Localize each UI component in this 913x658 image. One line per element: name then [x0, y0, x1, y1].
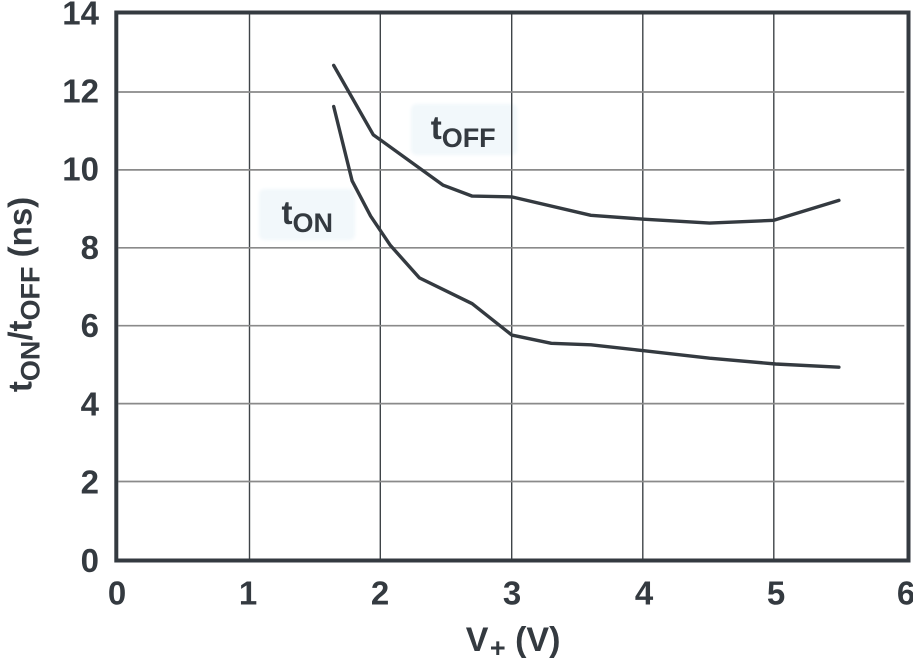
svg-text:6: 6 — [81, 307, 99, 344]
svg-text:3: 3 — [503, 575, 521, 612]
svg-text:12: 12 — [62, 72, 99, 109]
svg-text:1: 1 — [239, 575, 257, 612]
svg-text:0: 0 — [108, 575, 126, 612]
svg-text:14: 14 — [62, 0, 99, 32]
svg-text:4: 4 — [81, 385, 100, 422]
svg-text:V+ (V): V+ (V) — [466, 621, 561, 658]
svg-text:2: 2 — [371, 575, 389, 612]
svg-text:6: 6 — [897, 575, 913, 612]
svg-text:tON/tOFF (ns): tON/tOFF (ns) — [2, 197, 46, 392]
svg-text:10: 10 — [62, 151, 99, 188]
svg-text:2: 2 — [81, 464, 99, 501]
svg-text:5: 5 — [767, 575, 785, 612]
svg-text:4: 4 — [635, 575, 654, 612]
svg-text:0: 0 — [81, 542, 99, 579]
svg-text:8: 8 — [81, 229, 99, 266]
